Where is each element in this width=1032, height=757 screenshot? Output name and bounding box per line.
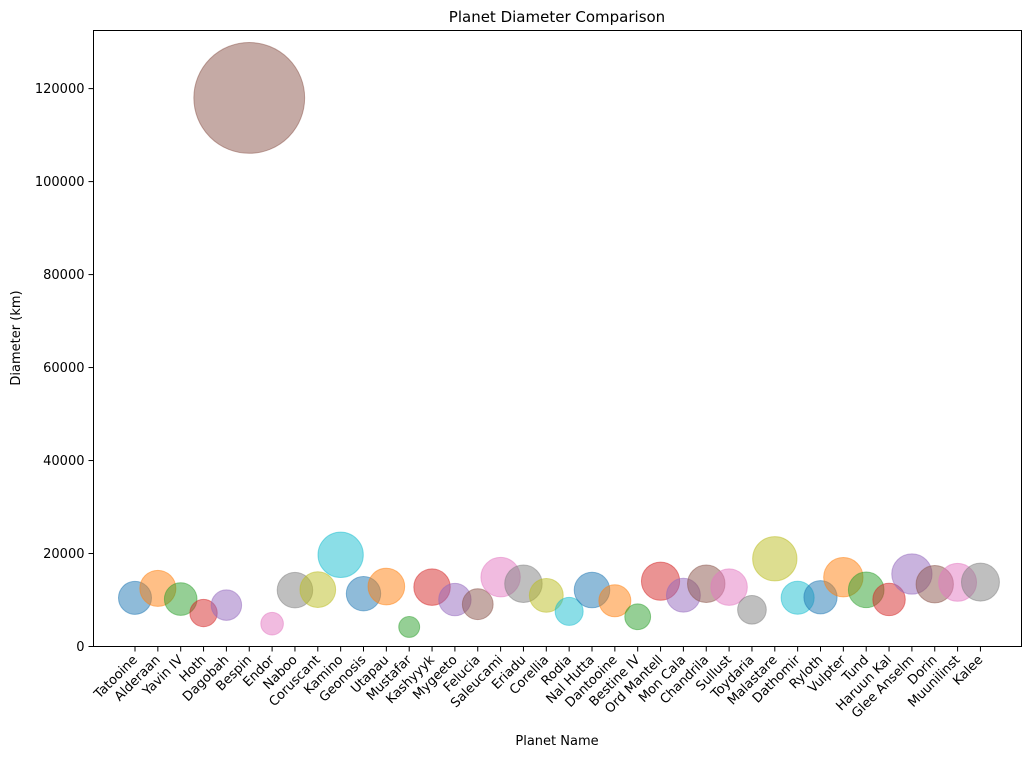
marker-kalee (960, 562, 1000, 602)
y-tick-label: 100000 (35, 175, 85, 190)
y-tick-label: 80000 (43, 268, 84, 283)
marker-coruscant (299, 571, 337, 608)
marker-bestine-iv (624, 603, 652, 631)
marker-dantooine (598, 584, 632, 618)
marker-rodia (554, 596, 584, 626)
marker-bespin (193, 42, 306, 154)
scatter-markers (118, 42, 1000, 638)
marker-corellia (528, 577, 564, 613)
y-axis: 0 20000 40000 60000 80000 100000 120000 (35, 82, 94, 655)
marker-kamino (317, 531, 364, 578)
marker-yavin-iv (163, 582, 198, 616)
y-tick-label: 0 (76, 640, 84, 655)
y-tick-label: 120000 (35, 82, 85, 97)
marker-utapau (367, 567, 406, 606)
y-tick-label: 60000 (43, 361, 84, 376)
marker-dagobah (210, 589, 243, 621)
marker-felucia (461, 588, 494, 621)
y-tick-label: 40000 (43, 454, 84, 469)
marker-sullust (710, 568, 748, 606)
y-tick-label: 20000 (43, 547, 84, 562)
x-axis-label: Planet Name (515, 734, 598, 749)
chart-title: Planet Diameter Comparison (449, 8, 665, 26)
marker-mustafar (398, 616, 421, 638)
plot-frame (93, 30, 1022, 647)
y-axis-label: Diameter (km) (9, 290, 24, 385)
marker-haruun-kal (872, 582, 906, 617)
marker-toydaria (737, 594, 767, 625)
marker-malastare (752, 536, 798, 582)
marker-endor (260, 611, 284, 636)
